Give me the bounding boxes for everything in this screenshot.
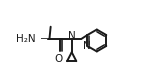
Text: H₂N: H₂N — [16, 34, 36, 44]
Text: O: O — [55, 54, 63, 64]
Text: N: N — [83, 41, 91, 51]
Text: N: N — [68, 31, 76, 41]
